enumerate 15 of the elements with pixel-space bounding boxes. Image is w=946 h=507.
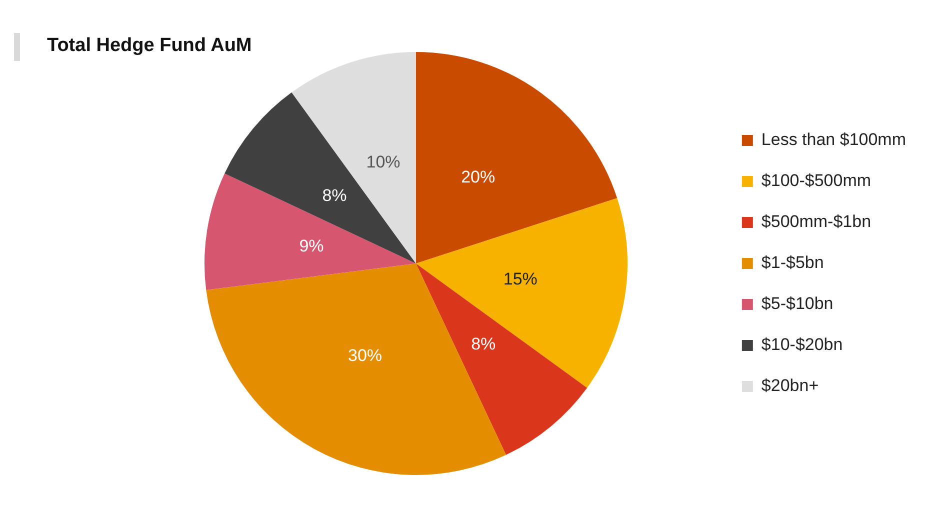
data-label: 15% bbox=[503, 270, 538, 289]
data-label: 8% bbox=[471, 334, 496, 354]
legend-label: $10-$20bn bbox=[761, 335, 843, 354]
legend-label: $20bn+ bbox=[761, 376, 819, 396]
data-label: 8% bbox=[322, 186, 347, 205]
legend-label: $5-$10bn bbox=[761, 294, 834, 314]
legend-label: $100-$500mm bbox=[761, 171, 872, 190]
chart-title: Total Hedge Fund AuM bbox=[47, 35, 252, 57]
legend-label: $500mm-$1bn bbox=[761, 212, 872, 232]
data-label: 20% bbox=[461, 168, 496, 187]
legend-label: Less than $100mm bbox=[761, 130, 906, 150]
data-label: 10% bbox=[366, 152, 400, 172]
data-label: 30% bbox=[348, 346, 382, 365]
legend-label: $1-$5bn bbox=[761, 253, 824, 272]
data-label: 9% bbox=[299, 236, 324, 256]
